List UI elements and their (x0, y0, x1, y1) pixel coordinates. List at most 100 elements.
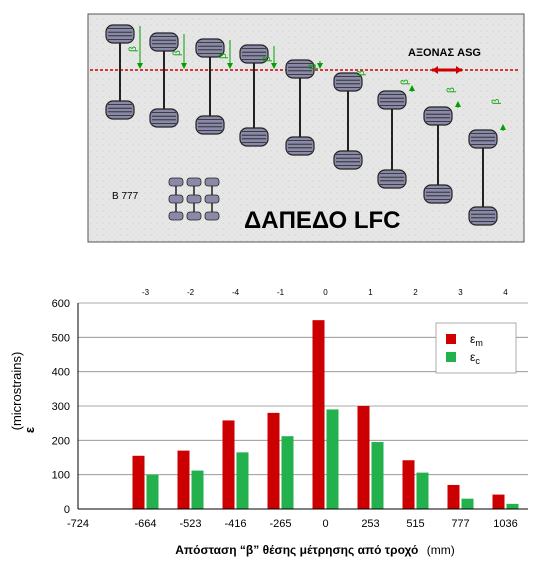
tire-top-icon (239, 44, 269, 64)
bar-εc--416 (236, 452, 249, 509)
bar-εm-515 (402, 460, 415, 509)
bar-εm--265 (267, 412, 280, 509)
legend-label-em: εm (470, 332, 483, 348)
beta-label: β (446, 87, 457, 93)
x-tick-label: 1036 (493, 518, 517, 530)
beta-label: β (400, 79, 411, 85)
y-tick-label: 400 (52, 367, 70, 379)
gear-assembly-4 (239, 44, 269, 147)
legend-swatch-ec (446, 352, 456, 362)
top-tick-label: -3 (142, 288, 150, 297)
top-tick-label: 3 (458, 288, 463, 297)
top-tick-labels: -3 -2 -4 -1 0 1 2 3 4 (142, 288, 508, 297)
bar-εc-777 (461, 498, 474, 509)
tire-bottom-icon (149, 108, 179, 128)
gear-assembly-6 (333, 72, 363, 170)
y-tick-label: 500 (52, 332, 70, 344)
top-tick-label: 4 (503, 288, 508, 297)
legend: εm εc (435, 322, 517, 374)
tire-bottom-icon (333, 150, 363, 170)
bar-εc-0 (326, 409, 339, 509)
y-tick-label: 600 (52, 298, 70, 310)
gear-assembly-2 (149, 32, 179, 128)
beta-label: β (356, 70, 367, 76)
tire-top-icon (333, 72, 363, 92)
tire-bottom-icon (423, 184, 453, 204)
top-tick-label: 0 (323, 288, 328, 297)
bar-εm--416 (222, 420, 235, 509)
tire-top-icon (195, 38, 225, 58)
bar-εc--664 (146, 474, 159, 509)
tire-top-icon (377, 90, 407, 110)
x-axis-label-main: Απόσταση “β” θέσης μέτρησης από τροχό (175, 543, 418, 557)
x-tick-label: 515 (406, 518, 424, 530)
pavement-label: ΔΑΠΕΔΟ LFC (244, 207, 401, 234)
bar-εc-253 (371, 442, 384, 509)
tire-bottom-icon (105, 100, 135, 120)
y-tick-label: 200 (52, 435, 70, 447)
x-tick-label: 253 (361, 518, 379, 530)
aircraft-label: B 777 (112, 191, 139, 202)
tire-top-icon (468, 129, 498, 149)
bar-εm--523 (177, 450, 190, 509)
x-axis-label: Απόσταση “β” θέσης μέτρησης από τροχό (m… (175, 541, 454, 558)
beta-markers: β β β β β β β β β (128, 26, 506, 131)
y-axis-unit: (microstrains) (9, 352, 24, 431)
x-tick-label: 777 (451, 518, 469, 530)
bar-εc--523 (191, 470, 204, 509)
x-tick-label: -265 (269, 518, 291, 530)
bar-εc-1036 (506, 503, 519, 509)
tire-bottom-icon (195, 115, 225, 135)
tire-top-icon (285, 59, 315, 79)
legend-box (435, 322, 517, 374)
x-tick-labels: -724 -664 -523 -416 -265 0 253 515 777 1036 (67, 518, 518, 530)
y-tick-label: 300 (52, 401, 70, 413)
beta-label: β (128, 46, 139, 52)
bar-εc-515 (416, 472, 429, 509)
tire-bottom-icon (285, 136, 315, 156)
y-tick-label: 0 (64, 504, 70, 516)
bar-εm-253 (357, 406, 370, 509)
bar-εm--664 (132, 455, 145, 509)
gear-assembly-8 (423, 106, 453, 204)
tire-top-icon (423, 106, 453, 126)
x-tick-label: -724 (67, 518, 89, 530)
asg-arrowheads-icon (432, 66, 462, 74)
beta-label: β (308, 64, 319, 70)
top-tick-label: 2 (413, 288, 418, 297)
gear-assembly-1 (105, 24, 135, 120)
x-axis-label-unit: (mm) (427, 543, 455, 557)
tire-bottom-icon (239, 127, 269, 147)
b777-gear-icon (168, 177, 220, 221)
strain-bar-chart: 0 100 200 300 400 500 600 -724 -664 -523 -416 -265… (0, 255, 556, 575)
x-tick-label: -664 (134, 518, 156, 530)
top-tick-label: 1 (368, 288, 373, 297)
tire-bottom-icon (377, 169, 407, 189)
beta-label: β (491, 99, 502, 105)
legend-swatch-em (446, 334, 456, 344)
top-tick-label: -4 (232, 288, 240, 297)
gear-assembly-3 (195, 38, 225, 135)
asg-axis-label: ΑΞΟΝΑΣ ASG (408, 47, 481, 59)
beta-label: β (218, 53, 229, 59)
top-tick-label: -2 (187, 288, 195, 297)
top-tick-label: -1 (277, 288, 285, 297)
bars (132, 320, 519, 509)
beta-label: β (172, 50, 183, 56)
x-tick-label: 0 (322, 518, 328, 530)
bar-εm-777 (447, 484, 460, 509)
tire-bottom-icon (468, 206, 498, 226)
gear-assembly-5 (285, 59, 315, 156)
y-tick-labels: 0 100 200 300 400 500 600 (52, 298, 70, 516)
tire-top-icon (105, 24, 135, 44)
y-axis-label: ε (microstrains) (9, 352, 37, 433)
gear-assembly-9 (468, 129, 498, 226)
tire-top-icon (149, 32, 179, 52)
x-tick-label: -416 (224, 518, 246, 530)
legend-label-ec: εc (470, 350, 480, 366)
beta-label: β (262, 56, 273, 62)
y-tick-label: 100 (52, 470, 70, 482)
pavement-panel (87, 13, 525, 243)
diagram-canvas: β β β β β β β β β ΑΞΟΝΑΣ ASG B 777 ΔΑΠΕΔΟ LFC (87, 13, 525, 243)
